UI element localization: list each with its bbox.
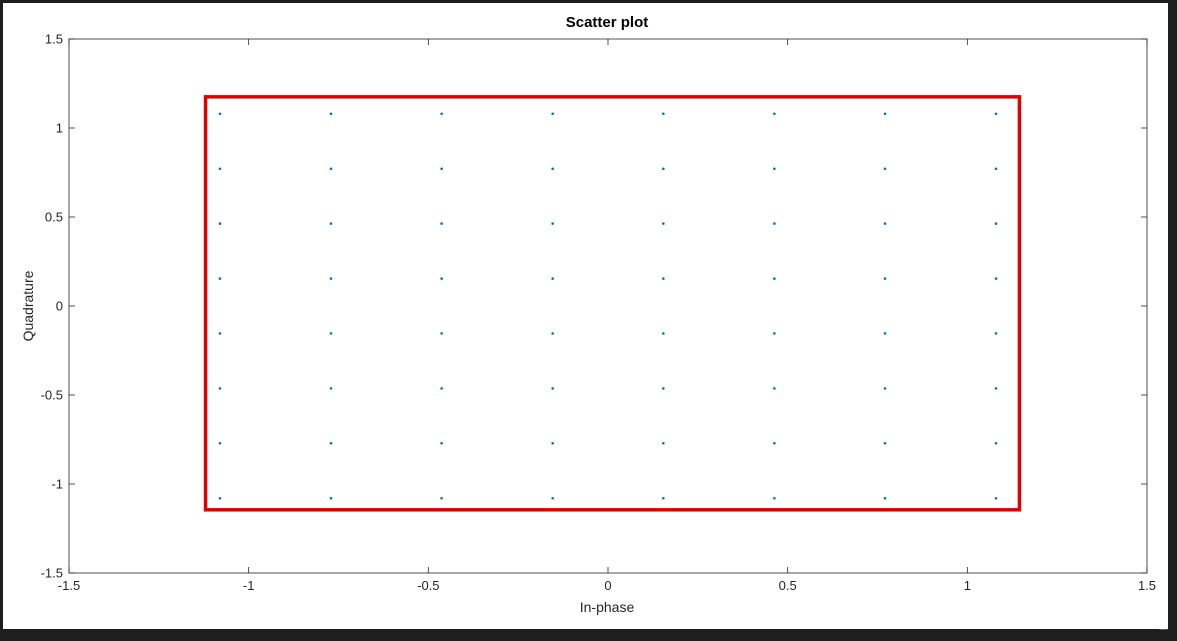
data-point (662, 222, 665, 225)
data-point (329, 167, 333, 171)
highlight-rectangle (203, 95, 1022, 512)
data-point (329, 277, 333, 280)
data-point (329, 332, 333, 335)
data-point (773, 167, 776, 171)
axes-box (68, 38, 1148, 574)
data-point (773, 277, 776, 280)
data-point (662, 496, 665, 500)
data-point (551, 496, 554, 500)
data-point (662, 277, 665, 280)
x-tick-label: 1.5 (1138, 578, 1156, 593)
data-point (218, 441, 222, 445)
data-point (773, 222, 776, 225)
figure-canvas: Scatter plot -1.5 -1 -0.5 0 0.5 1 1.5 -1.5 -1 -0.… (3, 3, 1168, 629)
data-points (218, 112, 998, 500)
data-point (773, 332, 776, 335)
data-point (551, 387, 554, 390)
data-point (551, 332, 554, 335)
data-point (773, 112, 776, 116)
data-point (551, 277, 554, 280)
data-point (662, 167, 665, 171)
data-point (662, 332, 665, 335)
data-point (662, 441, 665, 445)
resize-grip-icon[interactable]: ◢ (1159, 620, 1167, 631)
x-tick-label: 0 (604, 578, 611, 593)
y-tick-label: -0.5 (41, 388, 63, 403)
y-axis-label: Quadrature (20, 270, 36, 341)
data-point (773, 441, 776, 445)
data-point (994, 387, 998, 390)
data-point (440, 277, 443, 280)
x-tick-label: 1 (964, 578, 971, 593)
data-point (883, 167, 887, 171)
data-point (329, 441, 333, 445)
data-point (440, 496, 443, 500)
data-point (218, 277, 222, 280)
data-point (883, 222, 887, 225)
data-point (994, 496, 998, 500)
data-point (329, 112, 333, 116)
data-point (883, 277, 887, 280)
data-point (329, 496, 333, 500)
data-point (218, 222, 222, 225)
y-tick-label: 1 (56, 121, 63, 136)
x-tick-label: -0.5 (417, 578, 439, 593)
data-point (551, 222, 554, 225)
data-point (994, 332, 998, 335)
data-point (329, 222, 333, 225)
data-point (994, 222, 998, 225)
data-point (994, 277, 998, 280)
x-tick-label: 0.5 (779, 578, 797, 593)
data-point (994, 112, 998, 116)
data-point (551, 167, 554, 171)
data-point (883, 332, 887, 335)
data-point (218, 167, 222, 171)
data-point (440, 222, 443, 225)
data-point (551, 441, 554, 445)
data-point (440, 167, 443, 171)
scatter-chart: Scatter plot -1.5 -1 -0.5 0 0.5 1 1.5 -1.5 -1 -0.… (20, 14, 1156, 615)
data-point (883, 387, 887, 390)
data-point (440, 441, 443, 445)
axes: -1.5 -1 -0.5 0 0.5 1 1.5 -1.5 -1 -0.5 0 0.5 1 1.5 (41, 32, 1156, 594)
y-tick-label: -1.5 (41, 566, 63, 581)
data-point (994, 441, 998, 445)
data-point (883, 441, 887, 445)
highlight-annotation (203, 95, 1022, 512)
data-point (218, 332, 222, 335)
x-tick-label: -1 (243, 578, 255, 593)
data-point (662, 387, 665, 390)
data-point (994, 167, 998, 171)
y-tick-label: 0.5 (45, 210, 63, 225)
data-point (883, 496, 887, 500)
data-point (551, 112, 554, 116)
data-point (218, 387, 222, 390)
data-point (883, 112, 887, 116)
data-point (440, 332, 443, 335)
data-point (773, 496, 776, 500)
y-tick-label: 1.5 (45, 32, 63, 47)
data-point (218, 112, 222, 116)
x-tick-label: -1.5 (58, 578, 80, 593)
chart-title: Scatter plot (566, 14, 649, 31)
data-point (662, 112, 665, 116)
x-axis-label: In-phase (580, 599, 635, 615)
data-point (440, 387, 443, 390)
y-tick-label: 0 (56, 299, 63, 314)
data-point (329, 387, 333, 390)
data-point (218, 496, 222, 500)
data-point (773, 387, 776, 390)
y-tick-label: -1 (51, 477, 63, 492)
data-point (440, 112, 443, 116)
